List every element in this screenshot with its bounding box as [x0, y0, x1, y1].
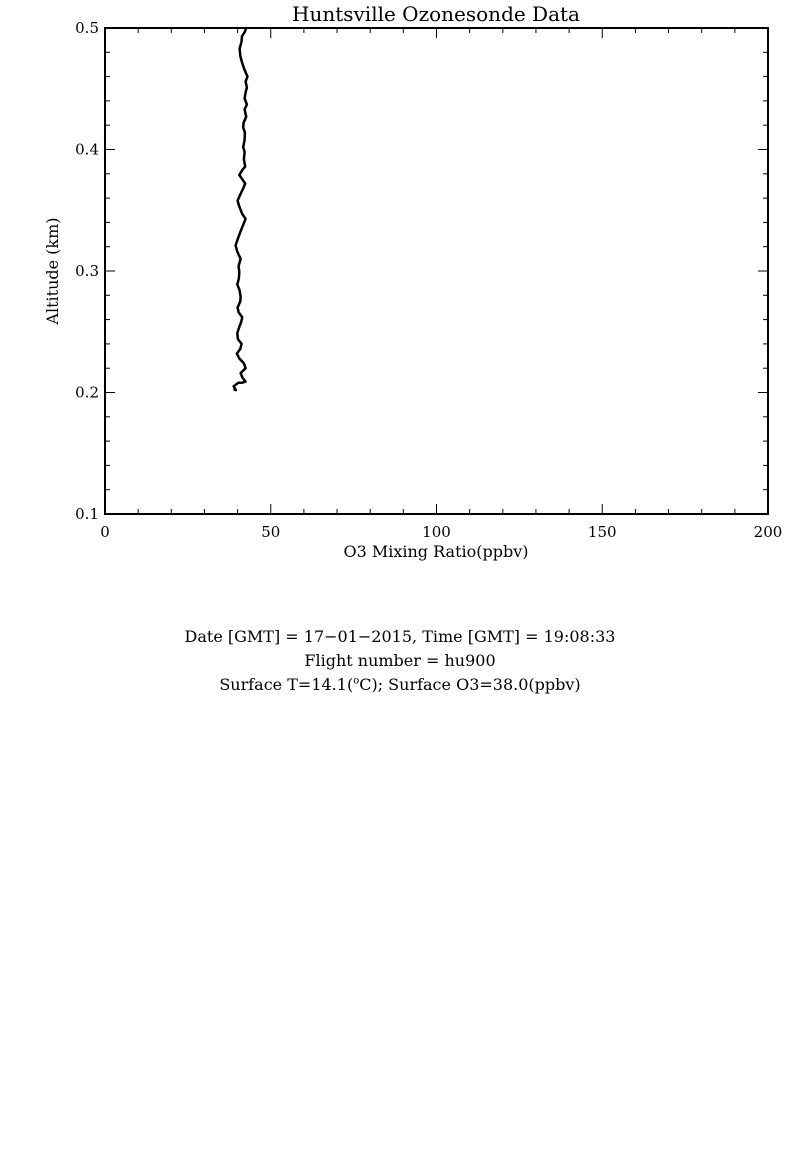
- y-tick-label: 0.2: [75, 384, 99, 402]
- chart-title: Huntsville Ozonesonde Data: [292, 2, 580, 26]
- surface-text-pre: Surface T=14.1(: [219, 675, 354, 694]
- y-tick-label: 0.4: [75, 141, 99, 159]
- ozonesonde-chart: Huntsville Ozonesonde Data 0 50 100 150 2000…: [43, 2, 782, 561]
- x-tick-label: 100: [422, 523, 451, 541]
- y-tick-label: 0.1: [75, 505, 99, 523]
- data-series: [232, 27, 249, 392]
- degree-superscript: o: [353, 675, 360, 687]
- plot-frame: [104, 27, 769, 515]
- ozone-profile-line: [232, 27, 249, 392]
- surface-values-text: Surface T=14.1(oC); Surface O3=38.0(ppbv…: [0, 674, 800, 696]
- y-axis-label: Altitude (km): [43, 217, 62, 325]
- flight-number-text: Flight number = hu900: [304, 651, 496, 670]
- axis-tick-labels: 0 50 100 150 200 0.1 0.2 0.3 0.4 0.5: [75, 19, 782, 541]
- y-tick-label: 0.3: [75, 262, 99, 280]
- x-tick-label: 0: [100, 523, 110, 541]
- x-axis-label: O3 Mixing Ratio(ppbv): [343, 542, 528, 561]
- x-tick-label: 200: [754, 523, 783, 541]
- axis-ticks: [104, 27, 769, 515]
- surface-text-post: C); Surface O3=38.0(ppbv): [359, 675, 581, 694]
- x-tick-label: 150: [588, 523, 617, 541]
- y-tick-label: 0.5: [75, 19, 99, 37]
- date-time-text: Date [GMT] = 17−01−2015, Time [GMT] = 19…: [184, 627, 616, 646]
- x-tick-label: 50: [261, 523, 280, 541]
